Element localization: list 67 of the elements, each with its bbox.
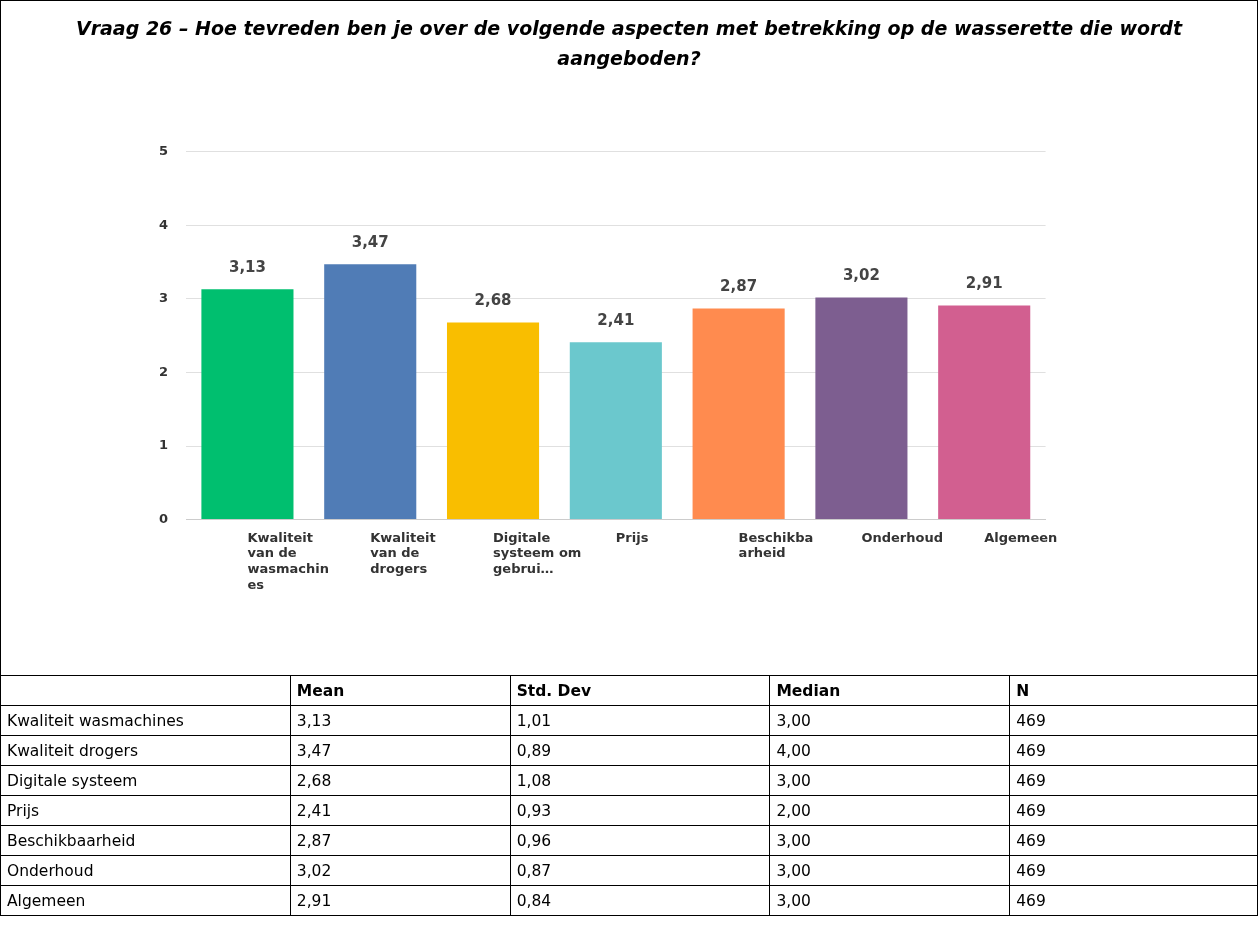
x-tick-label: Digitale systeem om gebrui… [493,529,582,576]
data-label: 3,13 [290,705,511,736]
x-tick-label: Kwaliteit van de wasmachines [247,529,329,592]
x-tick-label: Median [769,675,1010,706]
x-tick-label: N [1009,675,1258,706]
bar [324,264,417,520]
x-tick-label: Algemeen [984,529,1058,545]
data-label: 3,00 [769,705,1010,736]
data-label: 0,87 [510,855,770,886]
data-label: 0,84 [510,885,770,916]
data-label: 3,02 [842,265,880,284]
data-label: 469 [1009,855,1258,886]
y-tick-label: Kwaliteit drogers [0,735,291,766]
data-label: 3,02 [290,855,511,886]
data-label: 469 [1009,795,1258,826]
y-tick-label: Algemeen [0,885,291,916]
data-label: 1,01 [510,705,770,736]
x-tick-label: Prijs [615,529,649,545]
data-label: 3,00 [769,885,1010,916]
y-tick-label: Onderhoud [0,855,291,886]
data-label: 3,47 [351,232,389,251]
x-tick-label: Kwaliteit van de drogers [370,529,436,576]
data-label: 2,68 [474,290,512,309]
y-tick-label: Kwaliteit wasmachines [0,705,291,736]
data-label: 3,13 [228,257,266,276]
data-label: 2,87 [720,276,758,295]
data-label: 0,96 [510,825,770,856]
data-label: 4,00 [769,735,1010,766]
chart-title: Vraag 26 – Hoe tevreden ben je over de volgende aspecten met betrekking op de wasserette die wordt aangeboden? [74,16,1184,71]
data-label: 469 [1009,825,1258,856]
data-label: 2,41 [290,795,511,826]
bar [446,322,540,520]
data-label: 1,08 [510,765,770,796]
data-label: 2,00 [769,795,1010,826]
y-tick-label: 0 [159,510,169,526]
data-label: 3,00 [769,765,1010,796]
data-label: 3,00 [769,825,1010,856]
y-tick-label: 1 [159,437,169,453]
data-label: 3,00 [769,855,1010,886]
bar [815,297,908,520]
data-label: 2,68 [290,765,511,796]
bar [692,308,785,520]
y-tick-label: Prijs [0,795,291,826]
y-tick-label: 2 [159,363,169,379]
data-label: 0,89 [510,735,770,766]
y-tick-label: Beschikbaarheid [0,825,291,856]
bar [201,289,294,520]
data-label: 2,91 [965,273,1003,292]
bar [569,342,662,520]
x-tick-label: Beschikbaarheid [738,529,814,561]
bar [938,305,1031,520]
data-label: 469 [1009,885,1258,916]
y-tick-label: 3 [159,290,169,306]
data-label: 2,91 [290,885,511,916]
y-tick-label: Digitale systeem [0,765,291,796]
data-label: 469 [1009,765,1258,796]
x-tick-label: Mean [290,675,511,706]
data-label: 3,47 [290,735,511,766]
data-label: 469 [1009,705,1258,736]
data-label: 0,93 [510,795,770,826]
y-tick-label: 5 [159,143,169,159]
x-tick-label: Onderhoud [861,529,944,545]
data-label: 2,41 [597,310,635,329]
data-label: 2,87 [290,825,511,856]
data-label: 469 [1009,735,1258,766]
y-tick-label: 4 [159,216,169,232]
x-tick-label: Std. Dev [510,675,770,706]
